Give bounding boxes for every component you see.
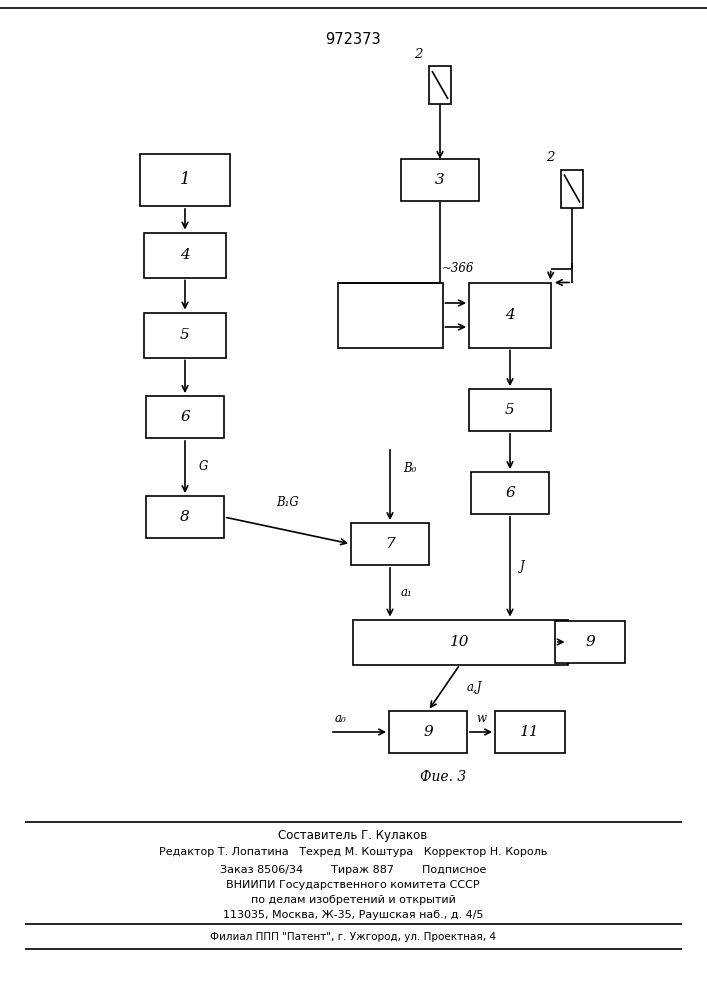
Text: 972373: 972373: [325, 32, 381, 47]
Text: 9: 9: [423, 725, 433, 739]
Text: Филиал ППП "Патент", г. Ужгород, ул. Проектная, 4: Филиал ППП "Патент", г. Ужгород, ул. Про…: [210, 932, 496, 942]
Bar: [561, 169, 583, 208]
Text: 5: 5: [505, 403, 515, 417]
Bar: [140, 154, 230, 206]
Bar: [389, 711, 467, 753]
Text: 1: 1: [180, 172, 190, 188]
Text: 6: 6: [505, 486, 515, 500]
Bar: [146, 496, 224, 538]
Bar: [144, 232, 226, 277]
Bar: [555, 621, 625, 663]
Text: ВНИИПИ Государственного комитета СССР: ВНИИПИ Государственного комитета СССР: [226, 880, 480, 890]
Text: 10: 10: [450, 635, 469, 649]
Text: 3: 3: [435, 173, 445, 187]
Bar: [353, 619, 568, 664]
Text: Заказ 8506/34        Тираж 887        Подписное: Заказ 8506/34 Тираж 887 Подписное: [220, 865, 486, 875]
Text: w: w: [476, 712, 486, 724]
Text: 4: 4: [180, 248, 190, 262]
Bar: [471, 472, 549, 514]
Text: G: G: [198, 460, 208, 474]
Text: 2: 2: [546, 151, 554, 164]
Bar: [146, 396, 224, 438]
Bar: [351, 523, 429, 565]
Text: Редактор Т. Лопатина   Техред М. Коштура   Корректор Н. Король: Редактор Т. Лопатина Техред М. Коштура К…: [159, 847, 547, 857]
Text: J: J: [520, 560, 525, 573]
Bar: [337, 282, 443, 348]
Text: 4: 4: [505, 308, 515, 322]
Text: Составитель Г. Кулаков: Составитель Г. Кулаков: [279, 828, 428, 842]
Bar: [401, 159, 479, 201]
Bar: [495, 711, 565, 753]
Text: a₀: a₀: [334, 712, 346, 724]
Text: a₁: a₁: [400, 586, 412, 599]
Bar: [469, 282, 551, 348]
Text: 11: 11: [520, 725, 539, 739]
Text: 6: 6: [180, 410, 190, 424]
Text: Фие. 3: Фие. 3: [420, 770, 466, 784]
Text: 8: 8: [180, 510, 190, 524]
Text: ~366: ~366: [442, 262, 474, 275]
Bar: [144, 312, 226, 358]
Text: B₀: B₀: [403, 462, 416, 475]
Text: B₁G: B₁G: [276, 496, 299, 510]
Text: по делам изобретений и открытий: по делам изобретений и открытий: [250, 895, 455, 905]
Text: 9: 9: [585, 635, 595, 649]
Text: 2: 2: [414, 47, 422, 60]
Text: a,J: a,J: [466, 681, 481, 694]
Text: 113035, Москва, Ж-35, Раушская наб., д. 4/5: 113035, Москва, Ж-35, Раушская наб., д. …: [223, 910, 484, 920]
Bar: [469, 389, 551, 431]
Bar: [429, 66, 451, 104]
Text: 7: 7: [385, 537, 395, 551]
Text: 5: 5: [180, 328, 190, 342]
